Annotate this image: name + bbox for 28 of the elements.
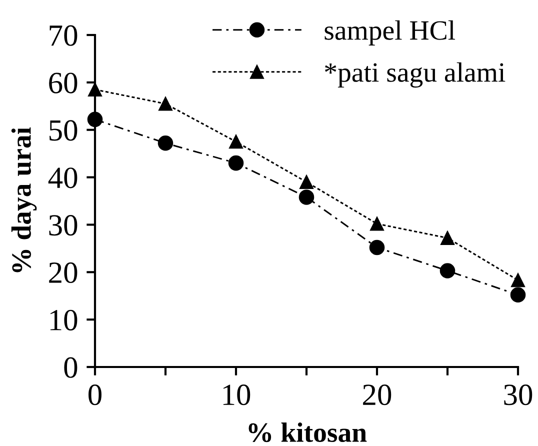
y-tick-label: 40: [48, 168, 78, 188]
y-axis-title: % daya urai: [11, 127, 37, 272]
y-tick-label: 60: [49, 72, 78, 94]
point: [229, 134, 243, 149]
point: [228, 155, 244, 171]
point: [440, 263, 456, 278]
legend-label: *pati sagu alami: [324, 62, 506, 88]
point: [511, 273, 525, 288]
y-tick-label: 20: [49, 262, 78, 284]
point: [298, 190, 314, 205]
y-tick-label: 10: [50, 310, 78, 330]
x-tick-label: 0: [88, 384, 102, 406]
point: [369, 240, 385, 256]
point: [158, 96, 172, 111]
y-tick-label: 50: [50, 120, 78, 141]
x-tick-label: 20: [363, 384, 392, 406]
x-tick-label: 30: [504, 384, 532, 406]
legend-label: sampel HCl: [324, 20, 456, 46]
x-tick-label: 10: [223, 384, 250, 406]
point: [510, 287, 526, 303]
point: [300, 175, 314, 189]
y-tick-label: 70: [50, 25, 78, 46]
point: [370, 216, 384, 231]
point: [440, 231, 454, 245]
x-axis-title: % kitosan: [248, 422, 367, 442]
point: [158, 136, 174, 151]
y-tick-label: 30: [49, 214, 78, 236]
y-tick-label: 0: [64, 357, 78, 378]
